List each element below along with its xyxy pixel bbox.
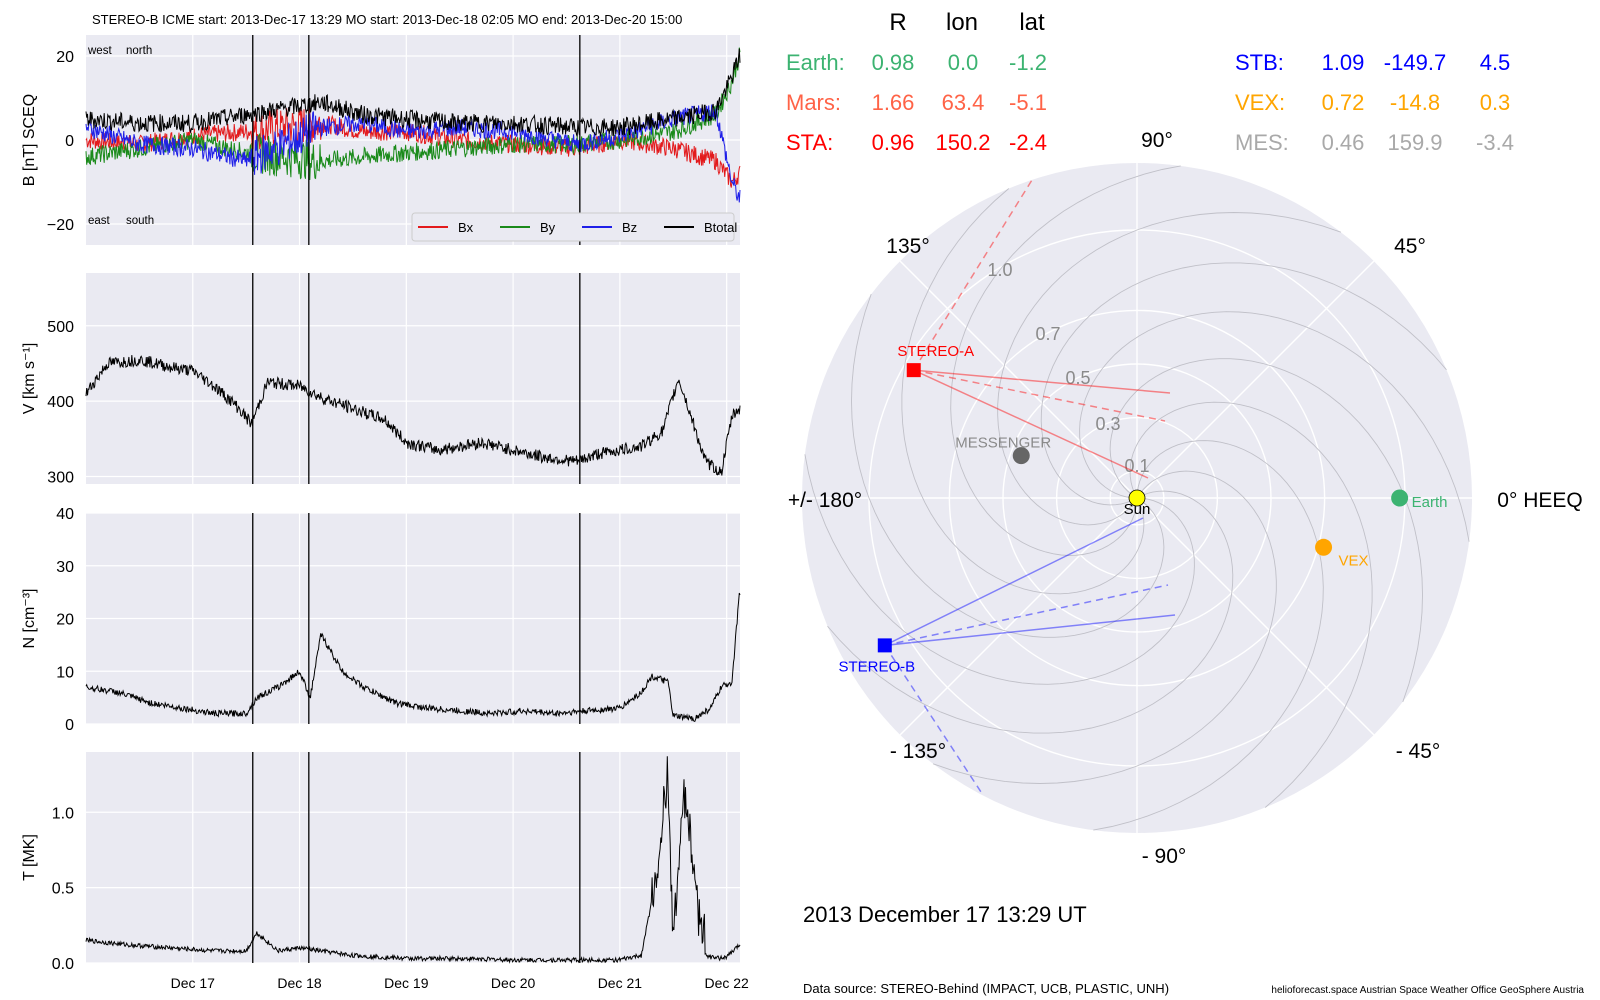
y-tick-label: 30: [56, 559, 74, 576]
legend-entry: Bz: [622, 220, 637, 235]
position-r-value: 0.46: [1322, 130, 1365, 155]
y-tick-label: 300: [47, 469, 74, 486]
angle-label: - 90°: [1142, 845, 1187, 868]
plot-date: 2013 December 17 13:29 UT: [803, 902, 1087, 927]
position-row-label: Earth:: [786, 50, 845, 75]
angle-label: +/- 180°: [788, 489, 862, 512]
position-lon-value: 150.2: [935, 130, 990, 155]
angle-label: 45°: [1394, 235, 1426, 258]
position-r-value: 1.66: [872, 90, 915, 115]
position-lon-value: 159.9: [1387, 130, 1442, 155]
y-tick-label: 400: [47, 394, 74, 411]
density-panel: 40 30 20 10 0 N [cm⁻³]: [21, 506, 740, 734]
y-axis-label: B [nT] SCEQ: [21, 94, 38, 186]
plot-area: [86, 273, 740, 484]
radial-label: 1.0: [987, 260, 1012, 280]
body-vex-label: VEX: [1339, 552, 1369, 569]
x-tick-label: Dec 19: [384, 975, 429, 991]
column-header: lat: [1019, 9, 1045, 36]
x-tick-label: Dec 18: [277, 975, 322, 991]
angle-label: - 45°: [1396, 740, 1441, 763]
body-sun-label: Sun: [1124, 501, 1151, 518]
speed-panel: 500 400 300 V [km s⁻¹]: [21, 273, 740, 486]
angle-label: 90°: [1141, 129, 1173, 152]
y-tick-label: 0.0: [52, 956, 74, 973]
body-stereo-b-label: STEREO-B: [838, 658, 915, 675]
position-lon-value: 0.0: [948, 50, 979, 75]
angle-label: - 135°: [890, 740, 946, 763]
body-stereo-a-marker: [907, 363, 921, 377]
position-r-value: 0.96: [872, 130, 915, 155]
legend-entry: Bx: [458, 220, 474, 235]
y-tick-label: 40: [56, 506, 74, 523]
position-lat-value: -5.1: [1009, 90, 1047, 115]
position-row-label: VEX:: [1235, 90, 1285, 115]
magnetic-field-panel: 20 0 −20 B [nT] SCEQ west north east south Bx By B…: [21, 35, 740, 245]
corner-label-east: east: [88, 215, 111, 227]
y-axis-label: N [cm⁻³]: [21, 589, 38, 649]
corner-label-north: north: [126, 45, 152, 57]
y-tick-label: 20: [56, 49, 74, 66]
position-lon-value: -149.7: [1384, 50, 1446, 75]
position-r-value: 0.98: [872, 50, 915, 75]
radial-label: 0.3: [1095, 414, 1120, 434]
x-tick-label: Dec 22: [704, 975, 749, 991]
radial-label: 0.7: [1035, 324, 1060, 344]
body-messenger-label: MESSENGER: [955, 435, 1051, 452]
y-tick-label: 1.0: [52, 805, 74, 822]
temperature-panel: 1.0 0.5 0.0 T [MK] Dec 17 Dec 18 Dec 19 Dec 20 D…: [21, 752, 749, 991]
position-lat-value: 0.3: [1480, 90, 1511, 115]
position-lat-value: -1.2: [1009, 50, 1047, 75]
position-row-label: STA:: [786, 130, 833, 155]
y-axis-label: V [km s⁻¹]: [21, 343, 38, 415]
data-source: Data source: STEREO-Behind (IMPACT, UCB,…: [803, 981, 1169, 996]
position-lon-value: 63.4: [942, 90, 985, 115]
y-tick-label: 10: [56, 664, 74, 681]
y-tick-label: −20: [47, 217, 74, 234]
angle-label: 0° HEEQ: [1497, 489, 1582, 512]
y-tick-label: 500: [47, 319, 74, 336]
y-axis-label: T [MK]: [21, 834, 38, 881]
position-r-value: 0.72: [1322, 90, 1365, 115]
y-tick-label: 0: [65, 133, 74, 150]
y-tick-label: 20: [56, 612, 74, 629]
x-tick-label: Dec 21: [598, 975, 643, 991]
body-vex-marker: [1315, 539, 1332, 556]
position-lat-value: -2.4: [1009, 130, 1047, 155]
position-row-label: MES:: [1235, 130, 1289, 155]
plot-area: [86, 752, 740, 963]
figure-title: STEREO-B ICME start: 2013-Dec-17 13:29 M…: [92, 12, 682, 27]
body-earth-marker: [1391, 490, 1408, 507]
heliospheric-position-plot: 0° HEEQ 45° 90° 135° +/- 180° - 135° - 90° - 45…: [788, 129, 1583, 868]
corner-label-south: south: [126, 215, 154, 227]
corner-label-west: west: [87, 45, 112, 57]
column-header: R: [889, 9, 906, 36]
body-earth-label: Earth: [1412, 494, 1448, 511]
body-stereo-a-label: STEREO-A: [897, 343, 974, 360]
body-stereo-b-marker: [878, 638, 892, 652]
legend-entry: By: [540, 220, 556, 235]
column-header: lon: [946, 9, 978, 36]
position-r-value: 1.09: [1322, 50, 1365, 75]
position-lat-value: -3.4: [1476, 130, 1514, 155]
x-tick-label: Dec 17: [171, 975, 216, 991]
position-row-label: Mars:: [786, 90, 841, 115]
y-tick-label: 0: [65, 717, 74, 734]
x-tick-label: Dec 20: [491, 975, 536, 991]
position-lat-value: 4.5: [1480, 50, 1511, 75]
position-lon-value: -14.8: [1390, 90, 1440, 115]
angle-label: 135°: [886, 235, 929, 258]
position-row-label: STB:: [1235, 50, 1284, 75]
y-tick-label: 0.5: [52, 881, 74, 898]
credit-line: helioforecast.space Austrian Space Weath…: [1271, 985, 1584, 996]
legend-entry: Btotal: [704, 220, 737, 235]
